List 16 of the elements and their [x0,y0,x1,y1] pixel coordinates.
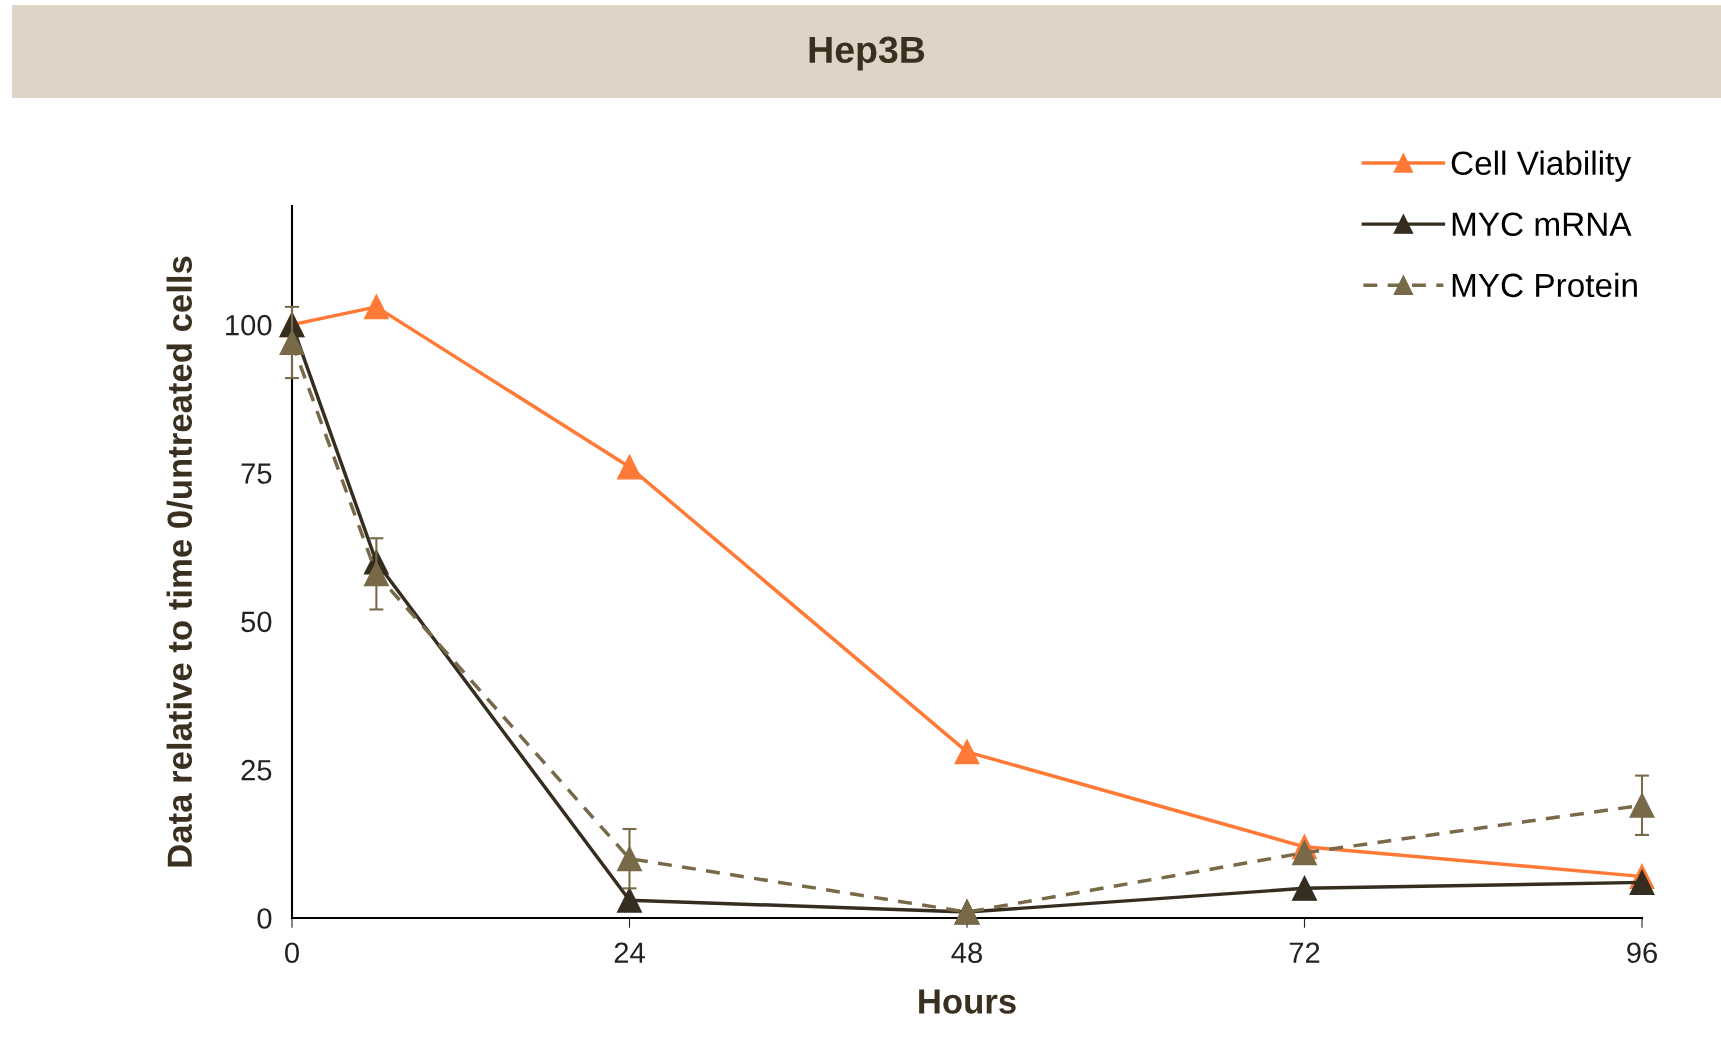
x-tick-label: 0 [285,942,299,964]
y-tick-label: 25 [241,759,272,781]
x-axis-title: Hours [919,989,1016,1014]
y-tick-label: 100 [226,314,272,336]
y-axis-title: Data relative to time 0/untreated cells [166,256,193,867]
x-tick-label: 72 [1289,942,1320,963]
y-tick-label: 0 [257,908,272,929]
x-tick-label: 48 [951,942,982,964]
chart-title: Hep3B [809,36,925,71]
x-tick-label: 96 [1627,942,1657,964]
x-tick-label: 24 [614,942,645,963]
legend-label: MYC Protein [1452,272,1637,298]
legend-label: Cell Viability [1451,150,1631,182]
y-tick-label: 75 [241,463,272,484]
y-tick-label: 50 [241,611,272,633]
legend-label: MYC mRNA [1452,212,1632,237]
